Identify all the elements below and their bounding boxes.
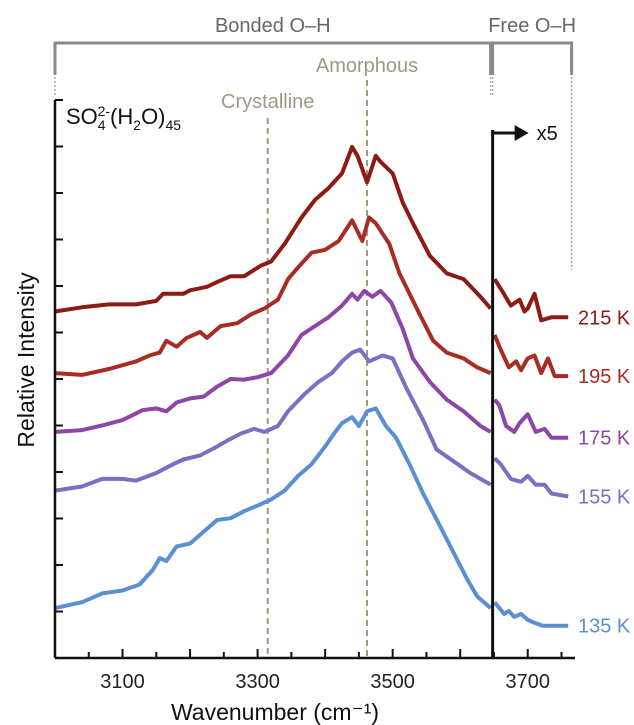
region-bracket [53,41,493,75]
region-brackets: Bonded O–H Free O–H [53,15,576,270]
axes: 3100 3300 3500 3700 x5 [53,99,575,693]
series-line-free [492,278,569,323]
series-group: 215 K 195 K 175 K 155 K 135 K [54,145,631,638]
marker-label: Amorphous [316,55,418,77]
series-label: 135 K [578,616,631,638]
marker-label: Crystalline [221,91,314,113]
series-line-bonded [54,288,492,434]
series-line-bonded [54,215,492,377]
series-line-bonded [54,406,492,611]
series-line-free [492,334,569,379]
series-line-free [493,398,569,440]
series: 175 K [54,288,631,450]
series-label: 175 K [578,428,631,450]
chart-title: SO42-(H2O)45 [66,103,181,133]
series-label: 215 K [578,307,631,329]
region-label: Bonded O–H [215,15,331,37]
x-axis-title: Wavenumber (cm⁻¹) [171,699,379,725]
series-label: 195 K [578,366,631,388]
x-tick-label: 3500 [370,671,415,693]
x-tick-label: 3300 [235,671,280,693]
x-tick-label: 3700 [505,671,550,693]
y-axis-title: Relative Intensity [13,272,39,448]
series: 195 K [54,215,631,388]
series-line-bonded [54,145,493,314]
series-line-bonded [54,347,492,493]
series: 215 K [54,145,631,329]
series: 135 K [54,406,631,638]
series-label: 155 K [578,486,631,508]
series-line-free [493,456,569,499]
series-line-free [493,600,569,628]
region-label: Free O–H [488,15,576,37]
scale-arrow-head [514,125,529,141]
series: 155 K [54,347,631,508]
scale-note: x5 [537,123,558,145]
region-bracket [491,41,574,75]
x-tick-label: 3100 [100,671,145,693]
